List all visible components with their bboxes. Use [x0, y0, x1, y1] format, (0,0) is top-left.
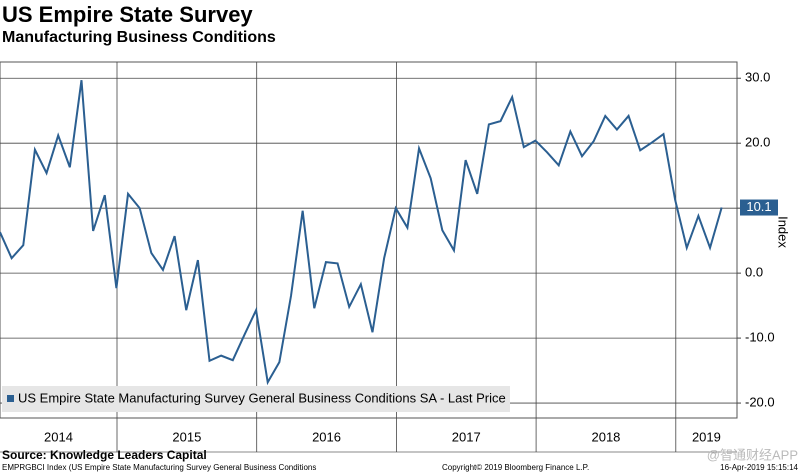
line-series [0, 80, 723, 386]
footer-center: Copyright© 2019 Bloomberg Finance L.P. [442, 463, 589, 472]
chart-subtitle: Manufacturing Business Conditions [2, 29, 276, 46]
x-tick-label: 2019 [692, 429, 721, 444]
x-tick-label: 2014 [44, 429, 73, 444]
last-value-label: 10.1 [746, 199, 771, 214]
x-tick-label: 2018 [591, 429, 620, 444]
y-tick-label: -10.0 [745, 330, 775, 345]
legend-swatch [7, 395, 14, 402]
x-tick-label: 2017 [452, 429, 481, 444]
source: Source: Knowledge Leaders Capital [2, 448, 207, 462]
chart-title: US Empire State Survey [2, 2, 253, 27]
footer-right: 16-Apr-2019 15:15:14 [720, 463, 798, 472]
y-tick-label: 30.0 [745, 70, 770, 85]
y-axis-label: Index [776, 216, 791, 248]
legend-label: US Empire State Manufacturing Survey Gen… [18, 390, 506, 405]
last-value-box [740, 199, 778, 216]
y-tick-label: 20.0 [745, 135, 770, 150]
y-tick-label: -20.0 [745, 394, 775, 409]
watermark: @智通财经APP [707, 447, 798, 462]
footer-left: EMPRGBCI Index (US Empire State Manufact… [2, 463, 316, 472]
x-tick-label: 2016 [312, 429, 341, 444]
x-tick-label: 2015 [172, 429, 201, 444]
y-tick-label: 0.0 [745, 265, 763, 280]
legend-bg [2, 386, 510, 412]
